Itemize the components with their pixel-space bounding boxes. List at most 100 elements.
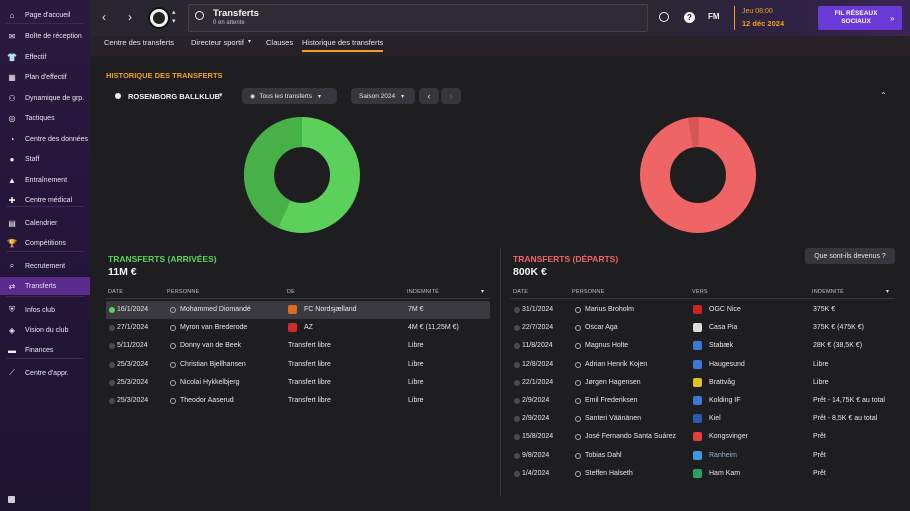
grid-icon[interactable] xyxy=(8,496,15,503)
row-club: Ham Kam xyxy=(709,469,741,477)
sidebar-item-data[interactable]: ◔ Centre des données xyxy=(0,130,90,148)
tab-transfer-history[interactable]: Historique des transferts xyxy=(302,38,384,52)
date-day[interactable]: Jeu 08:00 xyxy=(742,8,773,15)
departures-header-fee[interactable]: INDEMNITÉ xyxy=(812,289,845,295)
row-radio-icon[interactable] xyxy=(514,379,520,386)
sidebar-item-scouting[interactable]: ⌕ Recrutement xyxy=(0,257,90,275)
row-fee: Libre xyxy=(408,397,424,404)
table-row[interactable] xyxy=(511,447,895,465)
row-radio-icon[interactable] xyxy=(514,416,520,423)
row-person: Nicolai Hykkelbjerg xyxy=(180,378,240,386)
club-selector[interactable]: ROSENBORG BALLKLUB xyxy=(128,92,221,101)
sort-icon[interactable]: ▾ xyxy=(481,289,485,295)
tactics-icon: ◎ xyxy=(8,113,16,123)
title-box xyxy=(188,4,648,32)
row-radio-icon[interactable] xyxy=(514,470,520,477)
back-button[interactable]: ‹ xyxy=(102,10,106,24)
row-radio-icon[interactable] xyxy=(514,325,520,332)
sidebar-item-calendar[interactable]: ▤ Calendrier xyxy=(0,214,90,232)
arrivals-header-person[interactable]: PERSONNE xyxy=(167,289,200,295)
table-row[interactable] xyxy=(511,465,895,483)
table-row[interactable] xyxy=(511,356,895,374)
departures-header-person[interactable]: PERSONNE xyxy=(572,289,605,295)
sidebar-item-label: Transferts xyxy=(25,282,57,290)
sidebar-item-medical[interactable]: ✚ Centre médical xyxy=(0,191,90,209)
tab-sporting-director[interactable]: Directeur sportif xyxy=(191,38,244,47)
sidebar-item-inbox[interactable]: ✉ Boîte de réception xyxy=(0,27,90,45)
row-person: Theodor Aaserud xyxy=(180,397,234,404)
next-season-button[interactable]: › xyxy=(441,88,461,104)
row-radio-icon[interactable] xyxy=(514,307,520,313)
row-date: 1/4/2024 xyxy=(522,469,550,477)
help-icon[interactable]: ? xyxy=(684,12,695,23)
social-feed-button[interactable]: FIL RÉSEAUX SOCIAUX » xyxy=(818,6,902,30)
sidebar-item-dynamics[interactable]: ⚇ Dynamique de grp. xyxy=(0,89,90,107)
sidebar-item-club-vision[interactable]: ◈ Vision du club xyxy=(0,321,90,339)
row-radio-icon[interactable] xyxy=(109,325,115,332)
row-radio-icon[interactable] xyxy=(109,361,115,368)
sidebar-item-shirt[interactable]: 👕 Effectif xyxy=(0,48,90,66)
row-radio-icon[interactable] xyxy=(109,379,115,386)
date-full[interactable]: 12 déc 2024 xyxy=(742,19,785,28)
row-radio-icon[interactable] xyxy=(514,361,520,368)
row-radio-icon[interactable] xyxy=(109,343,115,350)
sidebar-item-home[interactable]: ⌂ Page d'accueil xyxy=(0,6,90,24)
collapse-icon[interactable]: ⌃ xyxy=(880,91,887,100)
trophy-icon: 🏆 xyxy=(7,238,17,248)
inbox-icon: ✉ xyxy=(8,31,16,41)
football-icon[interactable] xyxy=(659,12,669,22)
club-selector-chevron-icon[interactable]: ▾ xyxy=(219,92,223,99)
departures-header-to[interactable]: VERS xyxy=(692,289,708,295)
sidebar-item-label: Centre des données xyxy=(25,135,89,143)
sidebar-item-tactics[interactable]: ◎ Tactiques xyxy=(0,109,90,127)
person-icon xyxy=(170,361,176,368)
club-vision-icon: ◈ xyxy=(8,325,16,335)
sidebar-item-label: Finances xyxy=(25,346,54,354)
person-icon xyxy=(575,343,581,350)
table-row[interactable] xyxy=(511,374,895,392)
sidebar-item-squad-plan[interactable]: ▦ Plan d'effectif xyxy=(0,68,90,86)
club-badge-icon xyxy=(693,468,702,478)
sidebar-item-training[interactable]: ▲ Entraînement xyxy=(0,171,90,189)
sidebar-item-finances[interactable]: ▬ Finances xyxy=(0,341,90,359)
sidebar-item-staff[interactable]: ● Staff xyxy=(0,150,90,168)
tab-transfer-centre[interactable]: Centre des transferts xyxy=(104,38,175,47)
sidebar-item-trophy[interactable]: 🏆 Compétitions xyxy=(0,234,90,252)
row-radio-icon[interactable] xyxy=(109,307,115,313)
transfers-icon: ⇄ xyxy=(8,281,16,291)
row-radio-icon[interactable] xyxy=(514,398,520,404)
row-club: Transfert libre xyxy=(288,342,331,350)
previous-season-button[interactable]: ‹ xyxy=(419,88,439,104)
sidebar-item-dev-centre[interactable]: ⟋ Centre d'appr. xyxy=(0,364,90,382)
row-fee: 7M € xyxy=(408,306,424,313)
club-switch-arrows[interactable]: ▴ ▾ xyxy=(172,9,176,25)
row-radio-icon[interactable] xyxy=(514,434,520,441)
sidebar-divider xyxy=(6,358,84,359)
table-row[interactable] xyxy=(106,301,490,319)
whereabouts-button[interactable]: Que sont-ils devenus ? xyxy=(805,248,895,264)
table-row[interactable] xyxy=(511,301,895,319)
row-radio-icon[interactable] xyxy=(514,343,520,350)
club-badge-icon xyxy=(693,396,702,405)
forward-button[interactable]: › xyxy=(128,10,132,24)
arrivals-header-fee[interactable]: INDEMNITÉ xyxy=(407,289,440,295)
club-crest-button[interactable] xyxy=(148,7,170,29)
sort-icon[interactable]: ▾ xyxy=(886,289,890,295)
row-club: Kiel xyxy=(709,415,721,423)
fm-logo[interactable]: FM xyxy=(708,12,720,21)
arrivals-header-from[interactable]: DE xyxy=(287,289,296,295)
sidebar-item-label: Staff xyxy=(25,155,40,163)
tab-clauses[interactable]: Clauses xyxy=(266,38,294,47)
sidebar-item-club-info[interactable]: ⛨ Infos club xyxy=(0,301,90,319)
sidebar-item-transfers[interactable]: ⇄ Transferts xyxy=(0,277,90,295)
row-radio-icon[interactable] xyxy=(109,398,115,404)
season-dropdown[interactable]: Saison 2024 ▾ xyxy=(351,88,415,104)
row-radio-icon[interactable] xyxy=(514,452,520,459)
row-person: Steffen Halseth xyxy=(585,469,633,477)
departures-header-date[interactable]: DATE xyxy=(513,289,529,295)
sidebar-item-label: Boîte de réception xyxy=(25,32,82,40)
arrivals-header-date[interactable]: DATE xyxy=(108,289,124,295)
filter-dropdown[interactable]: ◉ Tous les transferts ▾ xyxy=(242,88,337,104)
sidebar-item-label: Tactiques xyxy=(25,114,55,122)
table-row[interactable] xyxy=(511,428,895,446)
